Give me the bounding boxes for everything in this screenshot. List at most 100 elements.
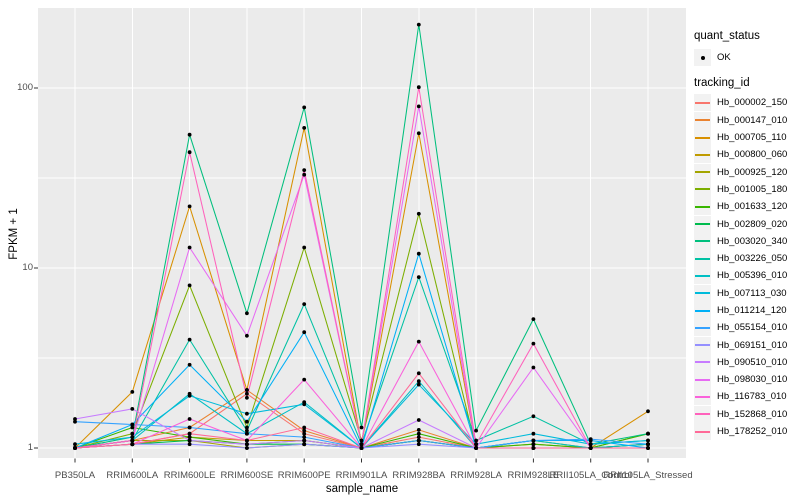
data-point (531, 341, 536, 346)
data-point (416, 379, 421, 384)
data-point (245, 395, 249, 400)
legend-color-key (694, 129, 711, 147)
x-tick-label: RRIM928LA (450, 470, 502, 481)
x-tick-label: RRIM600SE (220, 470, 274, 481)
x-tick-label: RRIM928LE (507, 470, 560, 481)
legend-item-label: Hb_055154_010 (717, 322, 788, 334)
x-tick-label: RRIM600PE (277, 470, 331, 481)
legend-item: Hb_002809_020 (694, 215, 798, 233)
data-point (73, 419, 77, 424)
data-point (187, 438, 192, 443)
legend-item: Hb_003226_050 (694, 250, 798, 268)
legend-item: Hb_098030_010 (694, 371, 798, 389)
data-point (416, 85, 421, 90)
y-tick-label: 1 (27, 442, 33, 453)
data-point (302, 302, 307, 306)
data-point (187, 435, 192, 439)
data-point (187, 150, 192, 155)
data-point (416, 371, 421, 376)
data-point (416, 438, 421, 443)
legend-line-swatch (695, 395, 710, 398)
data-point (416, 382, 421, 387)
data-point (245, 333, 249, 338)
legend-line-swatch (695, 223, 710, 226)
legend-item: Hb_000925_120 (694, 163, 798, 181)
data-point (302, 425, 307, 430)
legend-item-label: Hb_090510_010 (717, 356, 788, 368)
data-point (245, 388, 249, 392)
data-point (302, 431, 307, 436)
data-point (416, 22, 421, 27)
legend-color-key (694, 146, 711, 164)
x-tick-label: RRIM600LE (163, 470, 216, 481)
data-point (359, 442, 364, 447)
legend-color-key (694, 250, 711, 268)
legend-color-key (694, 198, 711, 216)
data-point (302, 172, 307, 177)
data-point (302, 438, 307, 443)
legend-item: Hb_000705_110 (694, 129, 798, 147)
data-point (302, 168, 307, 173)
data-point (187, 417, 192, 421)
data-point (646, 438, 650, 443)
y-tick-label: 10 (22, 262, 33, 273)
legend-item-label: Hb_003226_050 (717, 253, 788, 265)
data-point (187, 425, 192, 430)
y-tick-label: 100 (17, 82, 33, 93)
legend-item-label: Hb_001633_120 (717, 201, 788, 213)
legend-item: Hb_001633_120 (694, 198, 798, 216)
legend-item: Hb_116783_010 (694, 388, 798, 406)
data-point (130, 431, 135, 436)
data-point (416, 428, 421, 432)
legend-line-swatch (695, 274, 710, 277)
data-point (187, 362, 192, 367)
legend-color-key (694, 353, 711, 371)
data-point (73, 446, 77, 450)
legend-color-key (694, 371, 711, 389)
legend-color-key (694, 388, 711, 406)
data-point (302, 402, 307, 407)
data-point (531, 365, 536, 370)
legend-line-swatch (695, 188, 710, 191)
legend-line-swatch (695, 171, 710, 174)
legend-item-label: Hb_002809_020 (717, 218, 788, 230)
legend-item-label: Hb_003020_340 (717, 235, 788, 247)
x-tick-label: RRIM600LA (106, 470, 159, 481)
legend-color-key (694, 284, 711, 302)
data-point (245, 438, 249, 443)
data-point (187, 442, 192, 447)
legend-item-label: Hb_000002_150 (717, 97, 788, 109)
legend-item-label: Hb_000925_120 (717, 166, 788, 178)
data-point (130, 435, 135, 439)
legend-color-key (694, 111, 711, 129)
legend-item-label: Hb_000147_010 (717, 114, 788, 126)
data-point (302, 377, 307, 382)
legend-item-label: Hb_007113_030 (717, 287, 787, 299)
data-point (187, 337, 192, 342)
legend-item-label: Hb_001005_180 (717, 183, 788, 195)
legend-item-label: Hb_005396_010 (717, 270, 788, 282)
x-tick-label: RRIM901LA (335, 470, 388, 481)
x-tick-label: RRII105LA_Control (549, 470, 632, 481)
legend-line-swatch (695, 292, 710, 295)
legend-line-swatch (695, 430, 710, 433)
data-point (588, 446, 593, 450)
data-point (245, 446, 249, 450)
data-point (73, 442, 77, 447)
legend-color-key (694, 232, 711, 250)
x-axis-title: sample_name (325, 483, 399, 495)
data-point (416, 339, 421, 344)
legend-item: Hb_007113_030 (694, 284, 798, 302)
data-point (416, 435, 421, 439)
legend-line-swatch (695, 153, 710, 156)
legend-color-key (694, 336, 711, 354)
legend-item-label: OK (717, 52, 731, 64)
data-point (531, 317, 536, 321)
legend-item-label: Hb_152868_010 (717, 408, 788, 420)
legend-item-label: Hb_011214_120 (717, 305, 787, 316)
ok-point-key (694, 49, 711, 67)
legend-item-label: Hb_069151_010 (717, 339, 788, 351)
data-point (302, 126, 307, 130)
legend-title-tracking-id: tracking_id (694, 77, 750, 90)
